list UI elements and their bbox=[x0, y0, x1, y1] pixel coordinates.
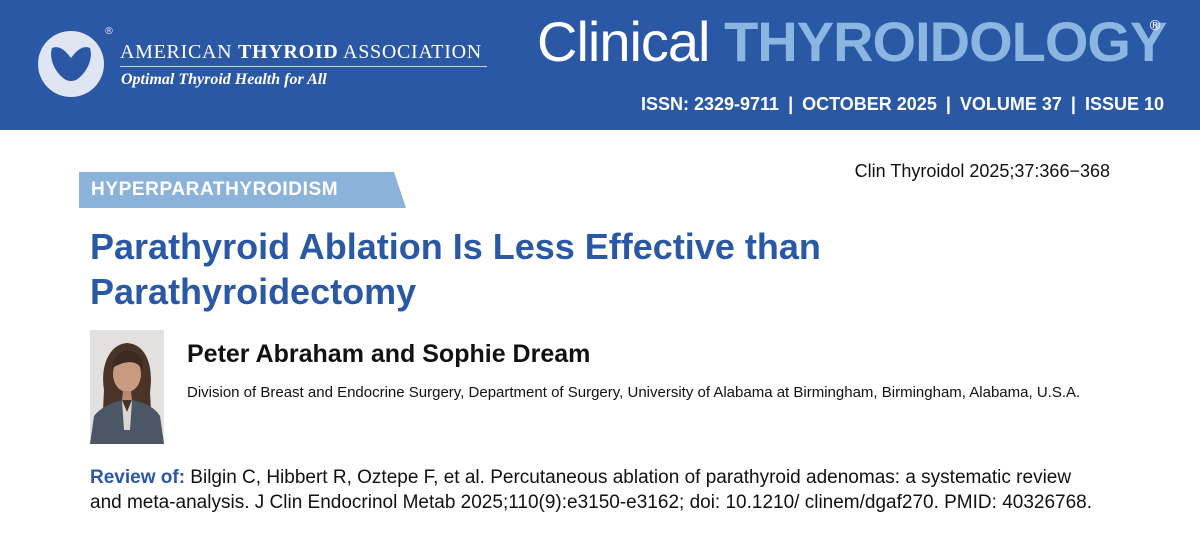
author-affiliation: Division of Breast and Endocrine Surgery… bbox=[187, 384, 1081, 401]
journal-title[interactable]: Clinical THYROIDOLOGY bbox=[537, 10, 1167, 73]
volume: VOLUME 37 bbox=[959, 94, 1062, 114]
article-citation: Clin Thyroidol 2025;37:366−368 bbox=[854, 161, 1110, 181]
issue-info: ISSN: 2329-9711 | OCTOBER 2025 | VOLUME 37 | I… bbox=[640, 94, 1164, 114]
issue-number: ISSUE 10 bbox=[1084, 94, 1164, 114]
author-photo bbox=[90, 330, 164, 444]
organization-divider bbox=[120, 66, 487, 67]
review-label: Review of: bbox=[90, 467, 186, 488]
review-citation: Bilgin C, Hibbert R, Oztepe F, et al. Pe… bbox=[90, 467, 1093, 513]
issue-date: OCTOBER 2025 bbox=[802, 94, 937, 114]
issn: ISSN: 2329-9711 bbox=[640, 94, 780, 114]
article-authors: Peter Abraham and Sophie Dream bbox=[187, 340, 591, 368]
review-reference: Review of: Bilgin C, Hibbert R, Oztepe F… bbox=[90, 465, 1100, 515]
organization-name[interactable]: AMERICAN THYROID ASSOCIATION bbox=[120, 41, 482, 63]
header-banner: ® AMERICAN THYROID ASSOCIATION Optimal T… bbox=[0, 0, 1200, 130]
organization-tagline: Optimal Thyroid Health for All bbox=[121, 71, 327, 88]
journal-registered-mark: ® bbox=[1148, 18, 1162, 34]
category-tab: HYPERPARATHYROIDISM bbox=[79, 172, 406, 208]
ata-logo-icon[interactable] bbox=[38, 31, 104, 97]
category-label: HYPERPARATHYROIDISM bbox=[91, 179, 339, 200]
article-title: Parathyroid Ablation Is Less Effective t… bbox=[90, 226, 821, 312]
org-registered-mark: ® bbox=[104, 26, 114, 37]
